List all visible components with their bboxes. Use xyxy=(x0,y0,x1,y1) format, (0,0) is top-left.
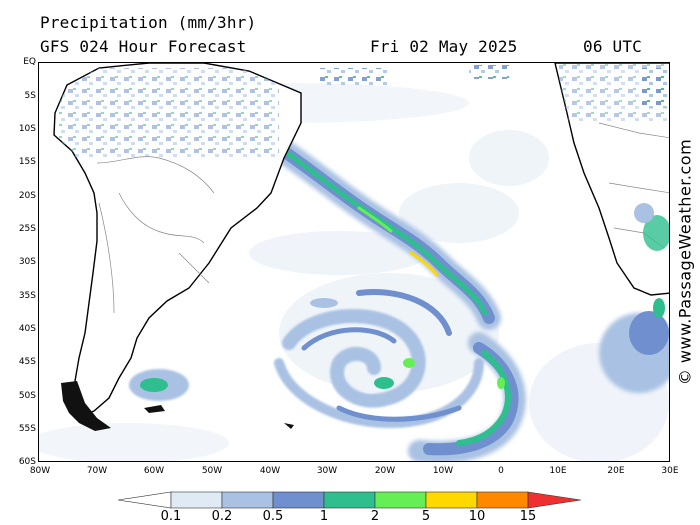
lat-label-55s: 55S xyxy=(18,424,36,434)
lon-label-80w: 80W xyxy=(29,466,51,476)
precipitation-map xyxy=(38,62,670,462)
colorbar-segment-5 xyxy=(374,491,427,509)
forecast-subtitle: GFS 024 Hour Forecast xyxy=(40,37,247,56)
colorbar-segment-above xyxy=(527,491,582,509)
tropical-ocean-precip xyxy=(319,65,669,108)
lat-label-60s: 60S xyxy=(18,457,36,467)
lon-label-20e: 20E xyxy=(607,466,625,476)
colorbar-segment-7 xyxy=(476,491,529,509)
lon-label-70w: 70W xyxy=(86,466,108,476)
colorbar-label-5: 5 xyxy=(421,509,431,524)
colorbar-label-2: 2 xyxy=(370,509,380,524)
watermark: © www.PassageWeather.com xyxy=(670,62,700,462)
colorbar-segment-6 xyxy=(425,491,478,509)
lat-label-5s: 5S xyxy=(24,91,36,101)
lat-label-15s: 15S xyxy=(18,157,36,167)
south-america-landmass xyxy=(53,63,302,416)
colorbar-segment-1 xyxy=(170,491,223,509)
lon-label-30e: 30E xyxy=(661,466,679,476)
frontal-band xyxy=(267,136,526,461)
chart-title: Precipitation (mm/3hr) xyxy=(40,13,257,32)
lon-label-0: 0 xyxy=(498,466,504,476)
forecast-date: Fri 02 May 2025 xyxy=(370,37,518,56)
lat-label-35s: 35S xyxy=(18,291,36,301)
tierra-del-fuego xyxy=(61,381,294,431)
colorbar-segment-below xyxy=(118,491,172,509)
lat-label-10s: 10S xyxy=(18,124,36,134)
southeast-precip xyxy=(599,298,669,393)
lat-label-50s: 50S xyxy=(18,391,36,401)
lon-label-40w: 40W xyxy=(259,466,281,476)
falklands-precip xyxy=(129,369,189,401)
lat-label-40s: 40S xyxy=(18,324,36,334)
colorbar-label-10: 10 xyxy=(468,509,486,524)
lat-label-30s: 30S xyxy=(18,257,36,267)
lat-label-25s: 25S xyxy=(18,224,36,234)
colorbar-label-1: 1 xyxy=(319,509,329,524)
lon-label-10w: 10W xyxy=(432,466,454,476)
lon-label-20w: 20W xyxy=(374,466,396,476)
low-pressure-system xyxy=(274,289,484,429)
colorbar-label-0.1: 0.1 xyxy=(160,509,182,524)
colorbar-label-0.5: 0.5 xyxy=(262,509,284,524)
lat-label-eq: EQ xyxy=(23,57,36,67)
watermark-text: © www.PassageWeather.com xyxy=(675,138,695,386)
forecast-time: 06 UTC xyxy=(583,37,642,56)
colorbar-segment-4 xyxy=(323,491,376,509)
lon-label-60w: 60W xyxy=(143,466,165,476)
colorbar-label-0.2: 0.2 xyxy=(211,509,233,524)
lat-label-20s: 20S xyxy=(18,191,36,201)
map-canvas xyxy=(39,63,669,461)
colorbar-segment-2 xyxy=(221,491,274,509)
lat-label-45s: 45S xyxy=(18,357,36,367)
lon-label-30w: 30W xyxy=(316,466,338,476)
colorbar-label-15: 15 xyxy=(519,509,537,524)
lon-label-10e: 10E xyxy=(549,466,567,476)
precip-colorbar xyxy=(118,491,582,509)
colorbar-segment-3 xyxy=(272,491,325,509)
lon-label-50w: 50W xyxy=(201,466,223,476)
